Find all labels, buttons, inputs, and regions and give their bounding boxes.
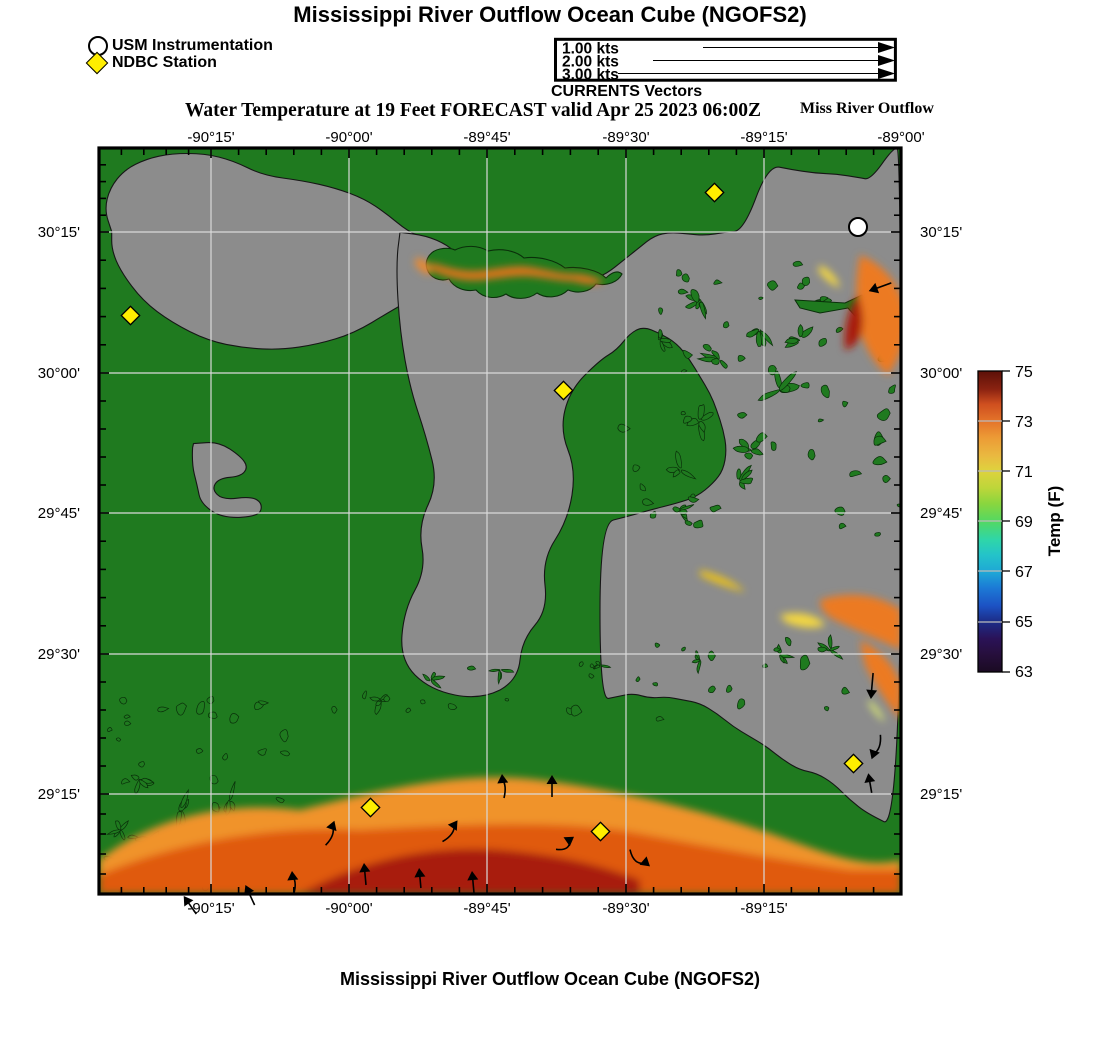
svg-text:-89°15': -89°15' [740,900,787,917]
svg-text:29°45': 29°45' [38,505,80,522]
svg-text:-89°30': -89°30' [602,129,649,146]
svg-text:65: 65 [1015,614,1033,631]
svg-text:67: 67 [1015,564,1033,581]
svg-text:71: 71 [1015,464,1033,481]
svg-text:-89°15': -89°15' [740,129,787,146]
svg-text:-89°45': -89°45' [463,129,510,146]
svg-text:30°15': 30°15' [38,224,80,241]
svg-text:-90°00': -90°00' [325,129,372,146]
svg-text:-89°00': -89°00' [877,129,924,146]
svg-text:30°15': 30°15' [920,224,962,241]
svg-text:-90°00': -90°00' [325,900,372,917]
svg-text:73: 73 [1015,414,1033,431]
svg-text:-89°30': -89°30' [602,900,649,917]
svg-text:75: 75 [1015,364,1033,381]
svg-text:29°45': 29°45' [920,505,962,522]
svg-text:69: 69 [1015,514,1033,531]
svg-text:-90°15': -90°15' [187,900,234,917]
svg-text:29°15': 29°15' [920,786,962,803]
svg-text:29°15': 29°15' [38,786,80,803]
svg-text:Temp (F): Temp (F) [1045,486,1064,557]
svg-text:63: 63 [1015,664,1033,681]
svg-text:-89°45': -89°45' [463,900,510,917]
svg-text:30°00': 30°00' [920,365,962,382]
svg-text:29°30': 29°30' [38,646,80,663]
svg-text:29°30': 29°30' [920,646,962,663]
svg-text:-90°15': -90°15' [187,129,234,146]
svg-text:30°00': 30°00' [38,365,80,382]
